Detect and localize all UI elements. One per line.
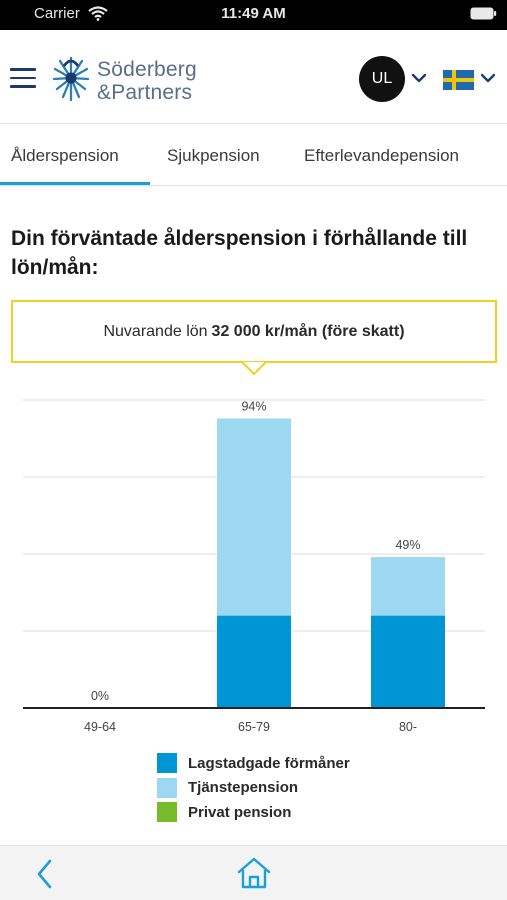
- brand-name-line1: Söderberg: [97, 58, 197, 81]
- page-title: Din förväntade ålderspension i förhållan…: [11, 227, 468, 279]
- x-tick-label: 80-: [399, 720, 417, 734]
- callout-pointer: [242, 361, 266, 376]
- legend-label: Privat pension: [188, 803, 292, 821]
- chart-legend: Lagstadgade förmåner Tjänstepension Privat…: [157, 751, 350, 825]
- bar-segment: [371, 615, 445, 708]
- hamburger-menu-icon[interactable]: [10, 68, 36, 88]
- legend-label: Tjänstepension: [188, 779, 299, 796]
- bar-segment: [217, 418, 291, 616]
- bar-value-label: 49%: [395, 538, 420, 552]
- app-header: Söderberg &Partners UL: [0, 30, 507, 124]
- chevron-down-icon[interactable]: [480, 72, 496, 84]
- tab-alderspension[interactable]: Ålderspension: [11, 146, 119, 165]
- legend-swatch: [157, 753, 177, 773]
- salary-label: Nuvarande lön: [103, 322, 208, 340]
- bar-segment: [371, 557, 445, 616]
- home-icon[interactable]: [236, 856, 272, 890]
- swedish-flag-icon[interactable]: [443, 70, 474, 90]
- x-tick-label: 49-64: [84, 720, 116, 734]
- x-tick-label: 65-79: [238, 720, 270, 734]
- legend-label: Lagstadgade förmåner: [188, 754, 350, 772]
- tab-sjukpension[interactable]: Sjukpension: [167, 146, 260, 165]
- carrier-label: Carrier: [34, 5, 80, 22]
- status-time: 11:49 AM: [221, 5, 286, 22]
- battery-icon: [470, 7, 497, 20]
- status-bar: Carrier 11:49 AM: [0, 0, 507, 30]
- tab-efterlevandepension[interactable]: Efterlevandepension: [304, 146, 460, 165]
- wifi-icon: [88, 6, 108, 21]
- bottom-navigation: [0, 845, 507, 900]
- bar-value-label: 0%: [91, 689, 109, 703]
- legend-swatch: [157, 802, 177, 822]
- brand-name-line2: &Partners: [97, 81, 193, 104]
- chevron-left-icon[interactable]: [35, 858, 55, 890]
- soderberg-logo-icon: [52, 56, 90, 102]
- legend-item: Privat pension: [157, 800, 350, 824]
- salary-value: 32 000 kr/mån (före skatt): [211, 322, 405, 340]
- pension-bar-chart: 0% 49-64 94% 65-79 49% 80-: [23, 399, 485, 734]
- bar-segment: [217, 615, 291, 708]
- legend-item: Tjänstepension: [157, 776, 350, 800]
- pension-tabs: Ålderspension Sjukpension Efterlevandepe…: [0, 124, 507, 186]
- chevron-down-icon[interactable]: [411, 72, 427, 84]
- legend-item: Lagstadgade förmåner: [157, 751, 350, 775]
- legend-swatch: [157, 777, 177, 798]
- active-tab-indicator: [0, 182, 150, 185]
- user-avatar[interactable]: UL: [359, 56, 405, 102]
- salary-callout: Nuvarande lön 32 000 kr/mån (före skatt): [11, 300, 497, 363]
- brand-logo-text: Söderberg &Partners: [97, 58, 197, 104]
- bar-value-label: 94%: [241, 399, 266, 413]
